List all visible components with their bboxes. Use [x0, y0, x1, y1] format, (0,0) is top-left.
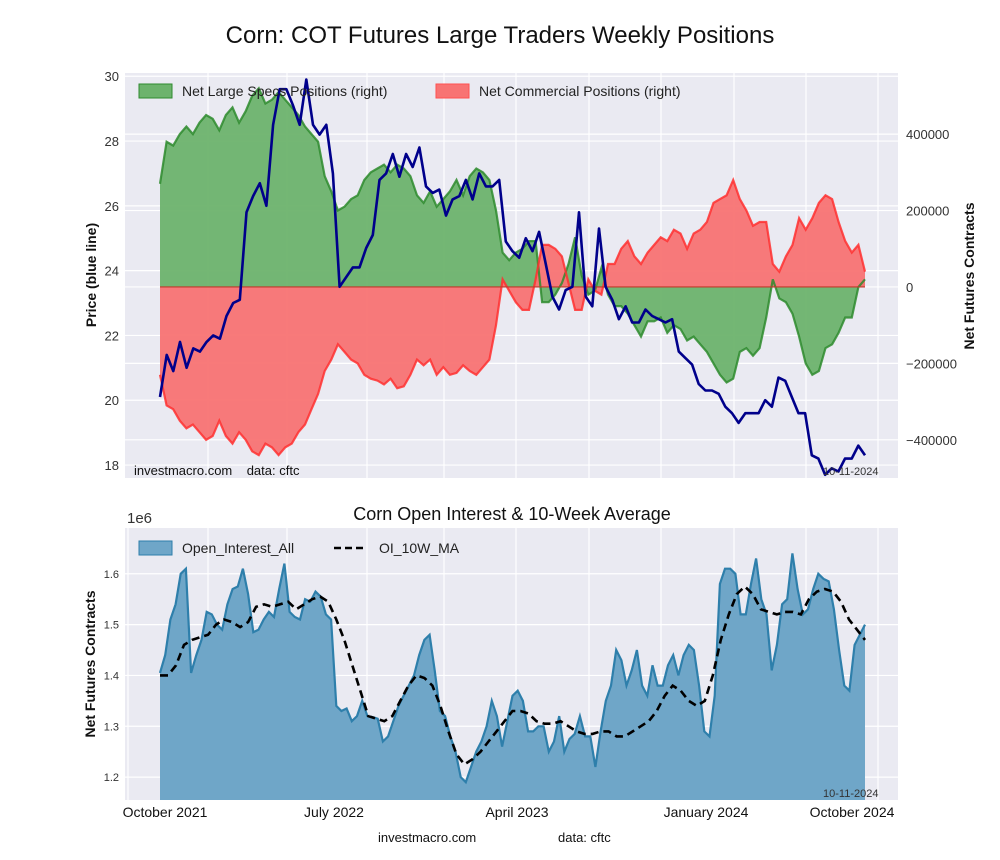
- top-ytick-left-label: 24: [105, 264, 119, 279]
- top-annotation-date: 10-11-2024: [823, 466, 878, 478]
- legend-label-specs: Net Large Specs Positions (right): [182, 83, 387, 99]
- bottom-legend: Open_Interest_All OI_10W_MA: [138, 540, 460, 556]
- top-ylabel-right: Net Futures Contracts: [961, 202, 977, 349]
- top-ytick-right-label: −400000: [906, 433, 957, 448]
- bottom-annotation-date: 10-11-2024: [823, 788, 878, 800]
- top-ytick-left-label: 18: [105, 458, 119, 473]
- top-ytick-left-label: 30: [105, 69, 119, 84]
- top-ytick-right-label: 0: [906, 280, 913, 295]
- bottom-xtick-label: April 2023: [485, 804, 548, 820]
- top-yticks-left: 18 20 22 24 26 28 30: [105, 69, 119, 473]
- top-ytick-left-label: 20: [105, 393, 119, 408]
- legend-swatch-commercial: [435, 83, 470, 99]
- bottom-fills: [160, 553, 865, 800]
- oi-line: [158, 553, 866, 785]
- legend-label-oi: Open_Interest_All: [182, 540, 294, 556]
- top-lines: [158, 78, 867, 477]
- top-fills: [160, 88, 865, 456]
- footer-source: data: cftc: [558, 830, 611, 845]
- main-title: Corn: COT Futures Large Traders Weekly P…: [225, 22, 775, 49]
- top-chart: 18 20 22 24 26 28 30 −400000 −200000 0 200000 4000…: [83, 69, 977, 478]
- top-ytick-right-label: 200000: [906, 204, 949, 219]
- top-ytick-left-label: 22: [105, 328, 119, 343]
- bottom-xtick-label: October 2021: [123, 804, 208, 820]
- bottom-yticks: 1.2 1.3 1.4 1.5 1.6: [104, 569, 119, 784]
- top-ytick-left-label: 26: [105, 199, 119, 214]
- specs-area: [160, 88, 865, 383]
- commercial-line: [158, 176, 867, 457]
- legend-label-commercial: Net Commercial Positions (right): [479, 83, 681, 99]
- bottom-xtick-label: October 2024: [810, 804, 895, 820]
- bottom-ytick-label: 1.2: [104, 772, 119, 784]
- top-ytick-right-label: 400000: [906, 127, 949, 142]
- commercial-area: [160, 180, 865, 456]
- legend-swatch-specs: [138, 83, 173, 99]
- bottom-xtick-label: July 2022: [304, 804, 364, 820]
- footer-site: investmacro.com: [378, 830, 476, 845]
- legend-swatch-oi: [138, 540, 173, 556]
- bottom-ytick-label: 1.5: [104, 620, 119, 632]
- specs-line: [158, 86, 866, 384]
- top-yticks-right: −400000 −200000 0 200000 400000: [906, 127, 957, 448]
- legend-label-ma: OI_10W_MA: [379, 540, 460, 556]
- bottom-xticks: October 2021 July 2022 April 2023 January 2…: [123, 804, 895, 820]
- bottom-ytick-label: 1.3: [104, 721, 119, 733]
- oi-area: [160, 553, 865, 800]
- bottom-lines: [158, 553, 867, 785]
- top-ylabel-left: Price (blue line): [83, 223, 99, 327]
- oi-ma-line: [160, 584, 867, 767]
- top-ytick-right-label: −200000: [906, 356, 957, 371]
- bottom-title: Corn Open Interest & 10-Week Average: [353, 504, 671, 524]
- bottom-scale-label: 1e6: [127, 510, 152, 527]
- price-line: [158, 78, 867, 477]
- bottom-ytick-label: 1.4: [104, 670, 119, 682]
- bottom-ytick-label: 1.6: [104, 569, 119, 581]
- bottom-xtick-label: January 2024: [664, 804, 749, 820]
- bottom-ylabel: Net Futures Contracts: [82, 590, 98, 737]
- top-ytick-left-label: 28: [105, 134, 119, 149]
- top-annotation-left: investmacro.com data: cftc: [134, 463, 300, 478]
- top-legend: Net Large Specs Positions (right) Net Co…: [138, 83, 681, 99]
